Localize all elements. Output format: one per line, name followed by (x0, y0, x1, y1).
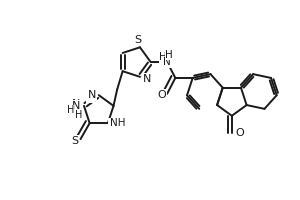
Text: N: N (143, 74, 151, 84)
Text: S: S (134, 35, 142, 45)
Text: N: N (87, 92, 95, 102)
Text: N: N (72, 99, 80, 109)
Text: H: H (159, 52, 167, 62)
Text: N: N (163, 57, 171, 67)
Text: NH: NH (110, 118, 125, 128)
Text: H: H (75, 110, 83, 120)
Text: O: O (158, 90, 167, 100)
Text: N: N (72, 101, 80, 111)
Text: NH: NH (108, 118, 124, 128)
Text: H: H (165, 50, 173, 60)
Text: N: N (88, 90, 96, 100)
Text: O: O (236, 128, 244, 138)
Text: S: S (71, 136, 78, 146)
Text: H: H (67, 105, 74, 115)
